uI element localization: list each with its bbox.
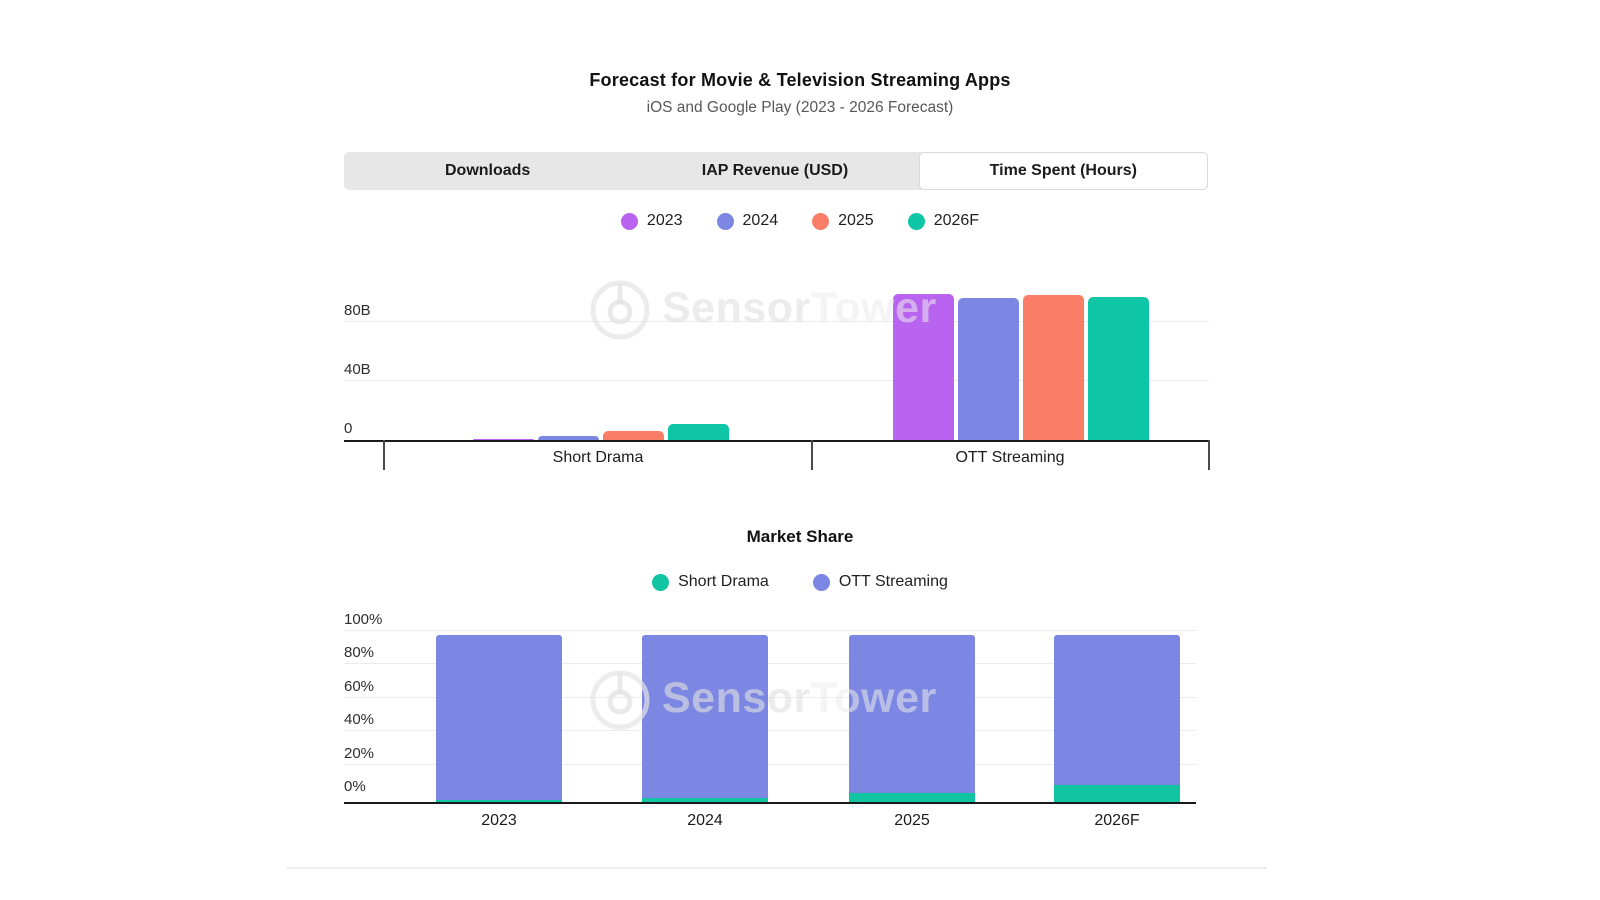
y-axis-label-0: 0 — [344, 420, 353, 437]
bar-2024-short-drama[interactable] — [538, 436, 599, 440]
market-share-legend: Short Drama OTT Streaming — [0, 573, 1600, 591]
market-share-title: Market Share — [746, 527, 854, 546]
gridline-100 — [344, 630, 1196, 631]
y-axis-label-80B: 80B — [344, 301, 371, 319]
segment-short-drama-2024[interactable] — [642, 797, 768, 802]
legend-dot-icon — [812, 212, 830, 230]
bar-2025-ott-streaming[interactable] — [1023, 295, 1084, 440]
page-subtitle: iOS and Google Play (2023 - 2026 Forecas… — [646, 99, 954, 116]
legend-item-2026f[interactable]: 2026F — [907, 212, 980, 230]
segment-ott-streaming-2025[interactable] — [849, 635, 975, 793]
bar-2023-ott-streaming[interactable] — [893, 293, 954, 440]
category-label-short-drama: Short Drama — [552, 449, 644, 466]
year-label-2023: 2023 — [481, 812, 517, 829]
metric-tabbar: Downloads IAP Revenue (USD) Time Spent (… — [344, 152, 1208, 190]
x-axis-tick — [1208, 440, 1210, 470]
legend-item-2023[interactable]: 2023 — [620, 212, 683, 230]
y-axis-label-40: 40% — [344, 711, 375, 729]
tab-downloads[interactable]: Downloads — [444, 162, 531, 179]
market-share-chart: 0% 20% 40% 60% 80% 100% 2023 2024 2025 2026F — [344, 612, 1196, 829]
y-axis-label-100: 100% — [344, 611, 383, 628]
x-axis-line — [344, 802, 1196, 804]
legend-item-2024[interactable]: 2024 — [716, 212, 779, 230]
legend-dot-icon — [907, 212, 925, 230]
tab-iap-revenue[interactable]: IAP Revenue (USD) — [701, 162, 849, 179]
bar-2026f-ott-streaming[interactable] — [1088, 297, 1149, 440]
year-label-2024: 2024 — [687, 812, 723, 829]
legend-label: 2026F — [933, 212, 980, 229]
legend-item-2025[interactable]: 2025 — [812, 212, 874, 230]
segment-ott-streaming-2023[interactable] — [436, 635, 562, 801]
y-axis-label-20: 20% — [344, 744, 375, 762]
bar-2025-short-drama[interactable] — [603, 431, 664, 440]
time-spent-chart: 0 40B 80B Short Drama OTT Streaming — [344, 258, 1210, 470]
stacked-bar-2023[interactable] — [436, 620, 562, 802]
category-label-ott-streaming: OTT Streaming — [955, 449, 1065, 466]
y-axis-label-0: 0% — [344, 778, 366, 795]
segment-short-drama-2023[interactable] — [436, 800, 562, 802]
segment-short-drama-2025[interactable] — [849, 792, 975, 802]
segment-ott-streaming-2026f[interactable] — [1054, 635, 1180, 786]
legend-dot-icon — [812, 573, 830, 591]
y-axis-label-80: 80% — [344, 644, 375, 662]
legend-dot-icon — [620, 212, 638, 230]
year-label-2025: 2025 — [894, 812, 930, 829]
legend-label: OTT Streaming — [838, 573, 948, 590]
legend-item-short-drama[interactable]: Short Drama — [652, 573, 769, 591]
stacked-bar-2024[interactable] — [642, 620, 768, 802]
segment-ott-streaming-2024[interactable] — [642, 635, 768, 798]
tab-time-spent[interactable]: Time Spent (Hours) — [918, 152, 1208, 190]
gridline-80 — [344, 663, 1196, 665]
gridline-40 — [344, 730, 1196, 732]
legend-label: Short Drama — [678, 573, 769, 590]
year-label-2026f: 2026F — [1094, 812, 1140, 829]
legend-label: 2025 — [838, 212, 874, 229]
legend-dot-icon — [716, 212, 734, 230]
bar-2023-short-drama[interactable] — [473, 438, 534, 440]
x-axis-tick — [383, 440, 385, 470]
legend-item-ott-streaming[interactable]: OTT Streaming — [812, 573, 948, 591]
x-axis-line — [344, 440, 1209, 442]
legend-label: 2024 — [742, 212, 779, 229]
bar-2024-ott-streaming[interactable] — [958, 297, 1019, 440]
segment-short-drama-2026f[interactable] — [1054, 785, 1180, 802]
y-axis-label-60: 60% — [344, 677, 375, 695]
legend-label: 2023 — [646, 212, 683, 229]
years-legend: 2023 2024 2025 2026F — [0, 212, 1600, 230]
stacked-bar-2026f[interactable] — [1054, 620, 1180, 802]
bar-2026f-short-drama[interactable] — [668, 423, 729, 440]
gridline-80B — [344, 320, 1209, 322]
x-axis-tick — [811, 440, 813, 470]
stacked-bar-2025[interactable] — [849, 620, 975, 802]
y-axis-label-40B: 40B — [344, 360, 371, 378]
legend-dot-icon — [652, 573, 670, 591]
gridline-20 — [344, 763, 1196, 765]
page-title: Forecast for Movie & Television Streamin… — [589, 70, 1011, 90]
gridline-60 — [344, 696, 1196, 698]
bottom-divider — [287, 867, 1267, 869]
gridline-40B — [344, 379, 1209, 381]
